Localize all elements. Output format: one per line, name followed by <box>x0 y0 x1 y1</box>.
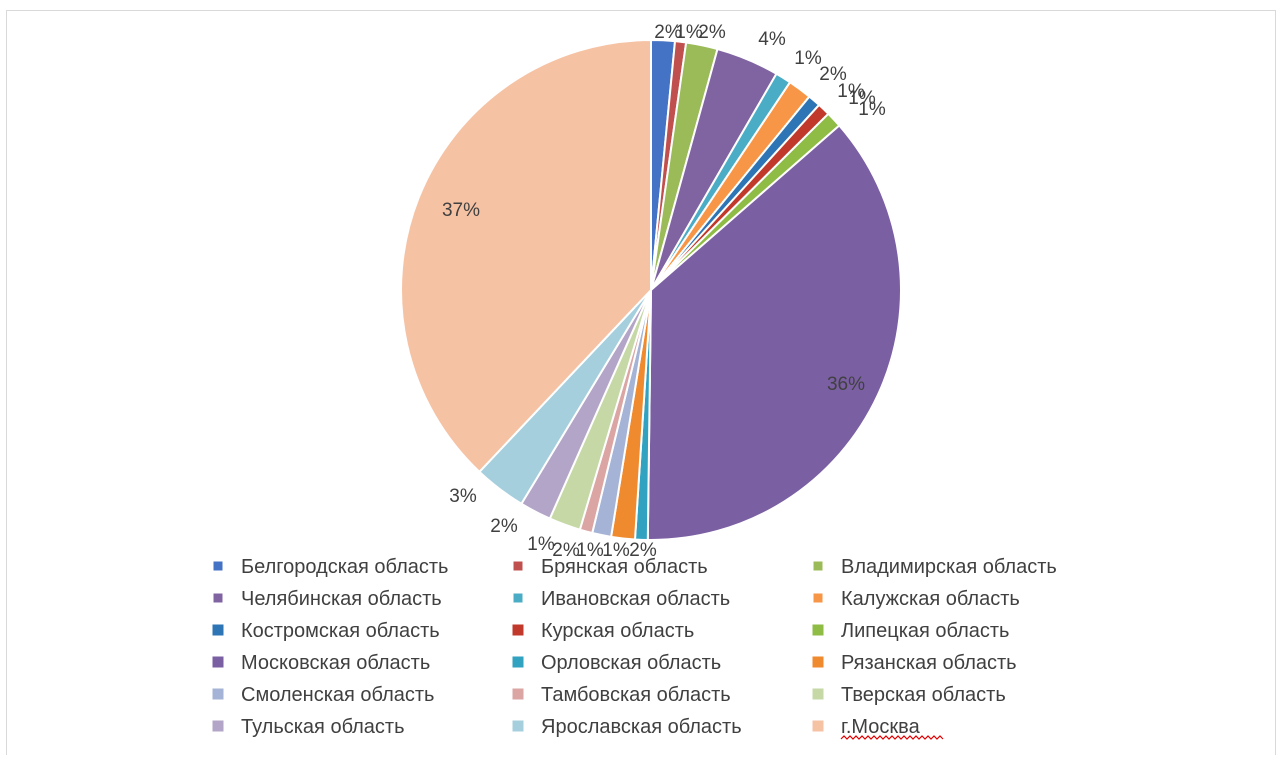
legend-entry-moscow-oblast: Московская область <box>212 652 430 674</box>
pie-slice-moscow-oblast <box>646 124 902 541</box>
legend-entry-tver: Тверская область <box>812 684 1006 706</box>
legend-swatch <box>212 656 224 668</box>
legend-label: Белгородская область <box>241 556 448 578</box>
legend-swatch <box>812 720 824 732</box>
data-label-kostroma: 1% <box>837 81 865 102</box>
legend-entry-moscow-city: г.Москва <box>812 716 944 740</box>
data-label-ryazan: 2% <box>552 540 580 561</box>
legend-label: Московская область <box>241 652 430 674</box>
legend-swatch <box>512 624 524 636</box>
legend-entry-kaluga: Калужская область <box>813 588 1020 610</box>
pie-slices <box>400 38 902 541</box>
legend-swatch <box>512 688 524 700</box>
legend-swatch <box>213 593 223 603</box>
legend-swatch <box>813 593 823 603</box>
legend-entry-ryazan: Рязанская область <box>812 652 1017 674</box>
legend-swatch <box>513 561 523 571</box>
data-label-moscow-oblast: 36% <box>827 374 865 395</box>
data-label-lipetsk: 1% <box>858 99 886 120</box>
pie-slice-moscow-city <box>400 38 652 474</box>
legend-swatch <box>212 688 224 700</box>
legend-swatch <box>812 624 824 636</box>
legend-label: Владимирская область <box>841 556 1057 578</box>
data-label-tula: 2% <box>490 516 518 537</box>
data-label-smolensk: 1% <box>576 540 604 561</box>
data-label-belgorod: 2% <box>654 22 682 43</box>
legend-entry-belgorod: Белгородская область <box>213 556 448 578</box>
legend-label: Брянская область <box>541 556 708 578</box>
legend-label: Ивановская область <box>541 588 730 610</box>
data-label-vladimir: 2% <box>698 22 726 43</box>
legend-label: Курская область <box>541 620 694 642</box>
pie-data-labels: 2%1%2% 4%1%2%1%1%1%36%1%2%1%1% 2%2%3%37% <box>442 22 886 561</box>
legend-entry-lipetsk: Липецкая область <box>812 620 1009 642</box>
data-label-ivanovo: 1% <box>794 48 822 69</box>
legend-swatch <box>812 656 824 668</box>
legend-entry-kostroma: Костромская область <box>212 620 440 642</box>
legend-entry-bryansk: Брянская область <box>513 556 708 578</box>
legend-label: Калужская область <box>841 588 1020 610</box>
legend-entry-chelyabinsk: Челябинская область <box>213 588 442 610</box>
legend-label: Орловская область <box>541 652 721 674</box>
data-label-tambov: 1% <box>602 540 630 561</box>
data-label-kaluga: 2% <box>819 64 847 85</box>
legend-swatch <box>212 720 224 732</box>
legend-entry-ivanovo: Ивановская область <box>513 588 730 610</box>
legend-entry-oryol: Орловская область <box>512 652 721 674</box>
legend-label: Тульская область <box>241 716 405 738</box>
data-label-tver: 2% <box>629 540 657 561</box>
legend-swatch <box>513 593 523 603</box>
data-label-moscow-city: 37% <box>442 200 480 221</box>
data-label-kursk: 1% <box>848 88 876 109</box>
chart-frame <box>6 10 1276 755</box>
legend-entry-vladimir: Владимирская область <box>813 556 1057 578</box>
legend-entry-yaroslavl: Ярославская область <box>512 716 742 738</box>
legend-swatch <box>212 624 224 636</box>
legend-entry-tula: Тульская область <box>212 716 405 738</box>
legend-label: Челябинская область <box>241 588 442 610</box>
legend-swatch <box>512 656 524 668</box>
legend-label: Липецкая область <box>841 620 1009 642</box>
legend-entry-tambov: Тамбовская область <box>512 684 731 706</box>
legend-swatch <box>812 688 824 700</box>
legend-label: Смоленская область <box>241 684 434 706</box>
legend-label: Рязанская область <box>841 652 1017 674</box>
legend-label: Тамбовская область <box>541 684 731 706</box>
legend-label: г.Москва <box>841 716 921 738</box>
data-label-yaroslavl: 3% <box>449 486 477 507</box>
legend-label: Тверская область <box>841 684 1006 706</box>
data-label-oryol: 1% <box>527 534 555 555</box>
legend-entry-smolensk: Смоленская область <box>212 684 434 706</box>
data-label-bryansk: 1% <box>675 22 703 43</box>
legend-swatch <box>512 720 524 732</box>
spellcheck-underline <box>840 735 944 740</box>
data-label-chelyabinsk: 4% <box>758 29 786 50</box>
legend-label: Костромская область <box>241 620 440 642</box>
legend-swatch <box>813 561 823 571</box>
legend-entry-kursk: Курская область <box>512 620 694 642</box>
legend-label: Ярославская область <box>541 716 742 738</box>
chart-legend: Белгородская область Брянская область Влад… <box>212 556 1057 740</box>
legend-swatch <box>213 561 223 571</box>
